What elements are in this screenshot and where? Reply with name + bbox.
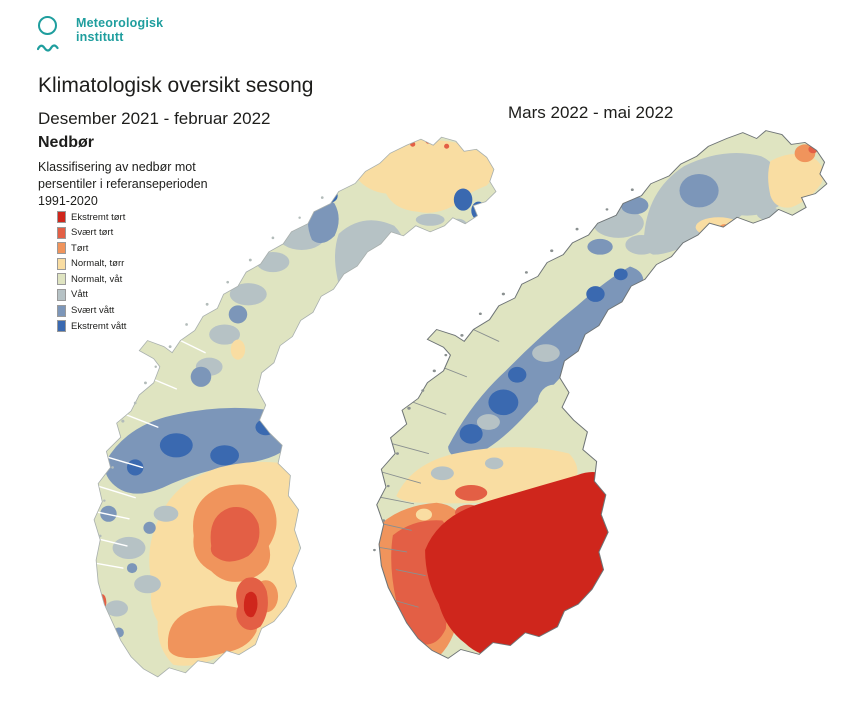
description-line-1: Klassifisering av nedbør mot [38, 160, 196, 174]
legend-label: Normalt, våt [71, 273, 123, 285]
norway-coastline [376, 130, 828, 659]
legend-swatch [57, 273, 66, 286]
legend-item: Ekstremt tørt [57, 211, 126, 223]
legend-label: Svært vått [71, 305, 115, 317]
coastal-islands [98, 196, 324, 538]
legend-swatch [57, 211, 66, 223]
legend-swatch [57, 226, 66, 239]
logo-text: Meteorologisk institutt [76, 16, 163, 44]
variable-title: Nedbør [38, 134, 94, 151]
norway-coastline [93, 136, 497, 678]
spring-map-regions [376, 130, 827, 659]
legend-label: Tørt [71, 242, 89, 254]
logo-wave-icon [37, 44, 59, 52]
legend-swatch [57, 288, 66, 301]
met-institute-logo-icon [37, 16, 62, 54]
winter-period-label: Desember 2021 - februar 2022 [38, 109, 271, 128]
legend-item: Tørt [57, 242, 126, 255]
legend-swatch [57, 304, 66, 317]
legend-swatch [57, 320, 66, 333]
legend-label: Svært tørt [71, 227, 114, 239]
norway-map-spring [373, 130, 828, 659]
legend: Ekstremt tørt Svært tørt Tørt Normalt, t… [57, 211, 127, 333]
legend-item: Normalt, tørr [57, 257, 126, 270]
legend-label: Normalt, tørr [71, 258, 125, 270]
legend-item: Normalt, våt [57, 273, 126, 286]
spring-period-label: Mars 2022 - mai 2022 [508, 103, 674, 122]
legend-item: Ekstremt vått [57, 320, 127, 333]
legend-swatch [57, 257, 66, 270]
legend-label: Ekstremt vått [71, 320, 127, 332]
logo-line1: Meteorologisk [76, 16, 164, 30]
legend-label: Ekstremt tørt [71, 211, 126, 223]
page-title: Klimatologisk oversikt sesong [38, 74, 314, 97]
legend-item: Svært tørt [57, 226, 126, 239]
logo: Meteorologisk institutt [37, 16, 163, 54]
description-line-2: persentiler i referanseperioden [38, 177, 208, 191]
legend-swatch [57, 242, 66, 255]
logo-circle-icon [38, 16, 57, 35]
coastal-islands [373, 188, 634, 552]
classification-description: Klassifisering av nedbør mot persentiler… [38, 159, 208, 210]
legend-label: Vått [71, 289, 88, 301]
legend-item: Vått [57, 288, 126, 301]
description-line-3: 1991-2020 [38, 194, 98, 208]
logo-line2: institutt [76, 30, 124, 44]
legend-item: Svært vått [57, 304, 126, 317]
